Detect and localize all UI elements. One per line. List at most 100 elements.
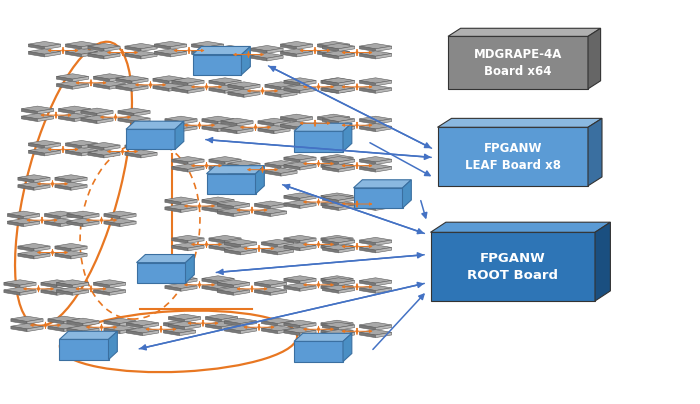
Polygon shape bbox=[64, 319, 80, 324]
Polygon shape bbox=[65, 49, 97, 54]
Polygon shape bbox=[93, 74, 125, 79]
Polygon shape bbox=[281, 114, 313, 120]
Polygon shape bbox=[11, 319, 27, 324]
Polygon shape bbox=[120, 321, 136, 326]
Polygon shape bbox=[323, 195, 355, 200]
Polygon shape bbox=[323, 330, 355, 335]
Polygon shape bbox=[323, 46, 339, 51]
Polygon shape bbox=[202, 200, 218, 205]
Polygon shape bbox=[258, 121, 274, 126]
Polygon shape bbox=[261, 326, 293, 331]
Polygon shape bbox=[339, 198, 355, 203]
Polygon shape bbox=[165, 116, 197, 122]
Polygon shape bbox=[88, 54, 104, 59]
Polygon shape bbox=[430, 222, 610, 232]
Polygon shape bbox=[277, 321, 293, 326]
Polygon shape bbox=[172, 243, 204, 248]
Polygon shape bbox=[104, 318, 136, 324]
Polygon shape bbox=[359, 240, 375, 245]
Polygon shape bbox=[83, 221, 99, 227]
Polygon shape bbox=[261, 321, 277, 326]
Polygon shape bbox=[339, 126, 355, 132]
Polygon shape bbox=[172, 246, 188, 251]
Polygon shape bbox=[126, 121, 184, 129]
Polygon shape bbox=[65, 141, 97, 146]
Polygon shape bbox=[300, 286, 316, 291]
Polygon shape bbox=[323, 51, 355, 56]
Polygon shape bbox=[225, 80, 241, 86]
Polygon shape bbox=[41, 282, 57, 288]
Polygon shape bbox=[81, 116, 113, 121]
Polygon shape bbox=[321, 323, 337, 328]
Polygon shape bbox=[300, 165, 316, 170]
Polygon shape bbox=[209, 238, 225, 243]
Polygon shape bbox=[225, 242, 241, 247]
Polygon shape bbox=[339, 88, 355, 93]
Polygon shape bbox=[18, 175, 50, 180]
Polygon shape bbox=[29, 44, 45, 49]
Polygon shape bbox=[218, 287, 250, 292]
Polygon shape bbox=[228, 92, 244, 97]
Polygon shape bbox=[284, 203, 300, 208]
Polygon shape bbox=[186, 255, 195, 283]
Polygon shape bbox=[284, 283, 316, 288]
Polygon shape bbox=[206, 174, 256, 194]
Polygon shape bbox=[284, 286, 300, 291]
Polygon shape bbox=[321, 236, 353, 241]
Polygon shape bbox=[202, 283, 234, 288]
Polygon shape bbox=[244, 171, 260, 176]
Polygon shape bbox=[337, 80, 353, 86]
Polygon shape bbox=[265, 163, 281, 168]
Polygon shape bbox=[267, 56, 283, 61]
Polygon shape bbox=[284, 155, 316, 160]
Polygon shape bbox=[323, 164, 355, 169]
Polygon shape bbox=[354, 188, 402, 208]
Polygon shape bbox=[256, 166, 265, 194]
Polygon shape bbox=[359, 332, 375, 338]
Polygon shape bbox=[8, 214, 24, 219]
Polygon shape bbox=[205, 324, 221, 330]
Polygon shape bbox=[337, 286, 353, 291]
Polygon shape bbox=[172, 167, 188, 172]
Polygon shape bbox=[202, 116, 234, 122]
Polygon shape bbox=[193, 46, 251, 55]
Polygon shape bbox=[265, 89, 297, 95]
Polygon shape bbox=[265, 82, 297, 87]
Polygon shape bbox=[333, 117, 349, 122]
Polygon shape bbox=[209, 78, 241, 83]
Polygon shape bbox=[337, 238, 353, 243]
Polygon shape bbox=[241, 321, 257, 326]
Polygon shape bbox=[209, 88, 225, 93]
Polygon shape bbox=[153, 86, 169, 91]
Polygon shape bbox=[225, 318, 257, 324]
Polygon shape bbox=[323, 322, 355, 328]
Polygon shape bbox=[65, 143, 81, 148]
Polygon shape bbox=[321, 278, 337, 284]
Polygon shape bbox=[165, 119, 181, 124]
Polygon shape bbox=[71, 254, 87, 259]
Polygon shape bbox=[333, 52, 349, 57]
Polygon shape bbox=[172, 157, 204, 162]
Polygon shape bbox=[343, 333, 352, 362]
Polygon shape bbox=[254, 211, 270, 217]
Polygon shape bbox=[323, 167, 339, 172]
Polygon shape bbox=[448, 36, 588, 89]
Polygon shape bbox=[57, 290, 73, 295]
Polygon shape bbox=[209, 157, 241, 162]
Polygon shape bbox=[165, 197, 197, 202]
Polygon shape bbox=[438, 127, 588, 186]
Polygon shape bbox=[141, 46, 157, 51]
Polygon shape bbox=[228, 89, 260, 95]
Polygon shape bbox=[125, 51, 157, 56]
Polygon shape bbox=[359, 198, 375, 203]
Polygon shape bbox=[359, 46, 375, 51]
Polygon shape bbox=[57, 290, 73, 295]
Polygon shape bbox=[134, 111, 150, 116]
Polygon shape bbox=[109, 290, 125, 295]
Polygon shape bbox=[284, 243, 316, 248]
Polygon shape bbox=[143, 330, 159, 336]
Polygon shape bbox=[339, 54, 355, 59]
Polygon shape bbox=[118, 118, 134, 124]
Polygon shape bbox=[29, 143, 45, 148]
Polygon shape bbox=[321, 328, 353, 333]
